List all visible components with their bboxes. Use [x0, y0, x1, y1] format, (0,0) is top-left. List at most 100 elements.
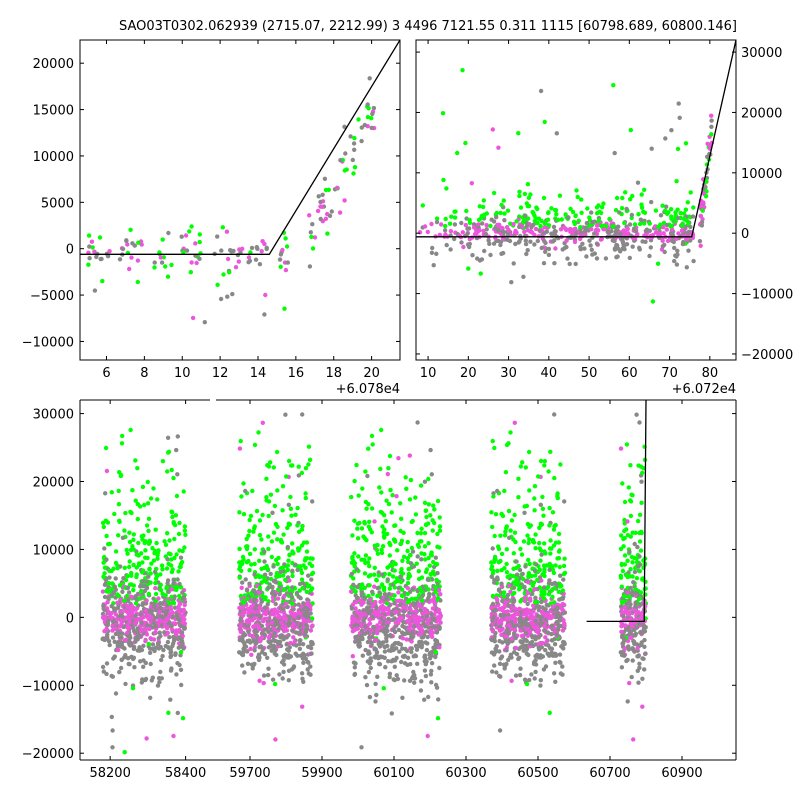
- data-point: [434, 219, 440, 225]
- data-point: [683, 141, 689, 146]
- data-point: [428, 552, 434, 557]
- data-point: [275, 561, 280, 567]
- data-point: [310, 616, 315, 621]
- data-point: [550, 614, 555, 619]
- data-point: [378, 595, 383, 600]
- data-point: [242, 632, 248, 638]
- data-point: [266, 639, 271, 644]
- data-point: [496, 145, 501, 150]
- data-point: [509, 636, 515, 641]
- data-point: [452, 236, 457, 242]
- data-point: [498, 210, 503, 216]
- data-point: [295, 567, 300, 573]
- data-point: [675, 248, 680, 253]
- data-point: [559, 217, 564, 222]
- data-point: [92, 288, 98, 293]
- data-point: [171, 641, 176, 646]
- data-point: [482, 248, 487, 254]
- x-tick-label: 10: [420, 366, 437, 381]
- data-point: [406, 630, 411, 636]
- data-point: [627, 632, 632, 637]
- data-point: [180, 596, 186, 601]
- data-point: [227, 270, 232, 275]
- data-point: [257, 590, 262, 596]
- data-point: [215, 282, 220, 287]
- data-point: [122, 750, 127, 755]
- data-point: [537, 525, 542, 531]
- data-point: [493, 226, 498, 231]
- data-point: [356, 117, 361, 122]
- data-point: [177, 564, 182, 570]
- data-point: [378, 466, 383, 472]
- data-point: [622, 646, 627, 652]
- data-point: [529, 672, 534, 677]
- bottom-plot-area: [100, 400, 649, 755]
- data-point: [302, 558, 308, 563]
- data-point: [229, 249, 234, 254]
- data-point: [428, 672, 434, 677]
- data-point: [518, 666, 523, 671]
- data-point: [392, 664, 397, 669]
- data-point: [681, 239, 686, 245]
- data-point: [147, 608, 152, 613]
- data-point: [174, 447, 179, 453]
- data-point: [527, 609, 532, 615]
- data-point: [253, 641, 258, 646]
- data-point: [291, 665, 296, 670]
- data-point: [403, 646, 408, 652]
- data-point: [433, 555, 438, 560]
- data-point: [680, 223, 685, 228]
- data-point: [275, 488, 280, 493]
- data-point: [531, 603, 536, 608]
- data-point: [297, 581, 303, 587]
- data-point: [367, 563, 372, 569]
- data-point: [698, 243, 703, 248]
- data-point: [526, 557, 531, 563]
- data-point: [131, 587, 136, 593]
- data-point: [633, 604, 638, 610]
- data-point: [283, 617, 289, 622]
- data-point: [266, 666, 271, 671]
- data-point: [412, 596, 418, 602]
- data-point: [296, 548, 301, 553]
- data-point: [221, 272, 226, 277]
- data-point: [410, 630, 415, 635]
- data-point: [352, 518, 357, 523]
- data-point: [466, 226, 472, 231]
- data-point: [533, 619, 538, 624]
- data-point: [381, 609, 386, 614]
- data-point: [534, 205, 539, 210]
- data-point: [259, 537, 264, 542]
- data-point: [596, 218, 602, 223]
- data-point: [709, 124, 714, 129]
- data-point: [156, 636, 161, 641]
- data-point: [150, 642, 156, 647]
- data-point: [521, 539, 527, 544]
- data-point: [375, 631, 380, 636]
- data-point: [437, 645, 442, 650]
- data-point: [173, 652, 178, 657]
- data-point: [413, 495, 418, 500]
- data-point: [549, 206, 554, 211]
- model-fit-line: [586, 400, 647, 623]
- data-point: [360, 582, 365, 587]
- data-point: [165, 578, 171, 583]
- data-point: [527, 488, 532, 493]
- data-point: [282, 562, 287, 567]
- data-point: [533, 653, 538, 659]
- data-point: [279, 620, 284, 625]
- data-point: [307, 561, 312, 566]
- data-point: [292, 613, 297, 618]
- data-point: [125, 242, 130, 247]
- data-point: [156, 596, 161, 601]
- data-point: [361, 608, 366, 613]
- data-point: [431, 645, 436, 650]
- data-point: [189, 224, 194, 229]
- data-point: [536, 604, 542, 609]
- data-point: [665, 238, 671, 244]
- x-tick-label: 6: [102, 366, 110, 381]
- data-point: [143, 677, 148, 683]
- data-point: [281, 587, 287, 592]
- data-point: [270, 634, 276, 639]
- data-point: [523, 465, 528, 470]
